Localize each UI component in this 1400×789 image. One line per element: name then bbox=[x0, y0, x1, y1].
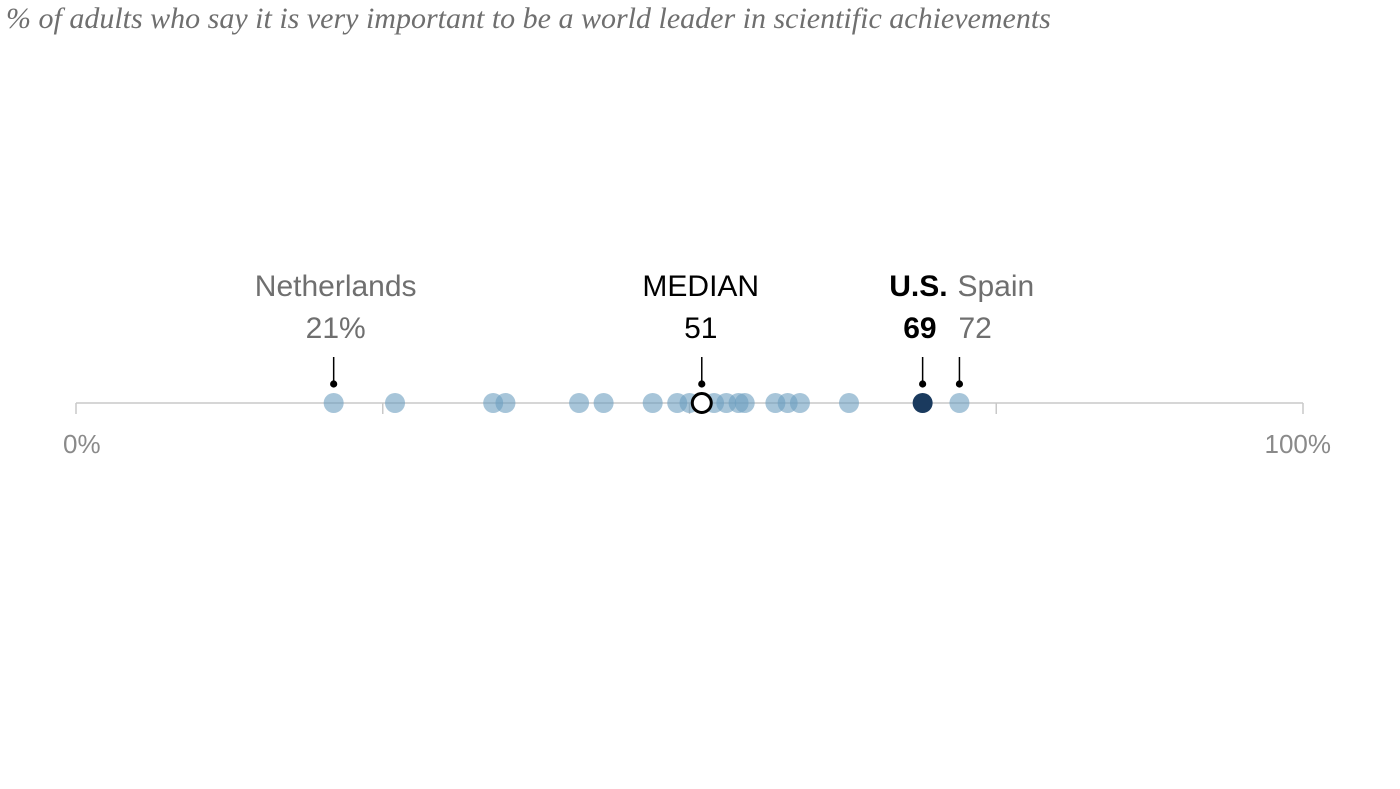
spain-leader-dot bbox=[955, 380, 964, 388]
us-label: U.S. bbox=[889, 270, 947, 303]
median-label: MEDIAN bbox=[642, 270, 759, 303]
country-dot bbox=[385, 393, 406, 413]
dots-layer bbox=[323, 392, 970, 414]
chart-subtitle: % of adults who say it is very important… bbox=[6, 2, 1051, 35]
axis-max-label: 100% bbox=[1265, 429, 1332, 459]
axis-min-label: 0% bbox=[63, 429, 101, 459]
country-dot bbox=[495, 393, 516, 413]
us-dot bbox=[912, 393, 933, 413]
country-dot bbox=[323, 393, 344, 413]
country-dot bbox=[734, 393, 755, 413]
us-leader-dot bbox=[919, 380, 927, 388]
spain-label: Spain bbox=[957, 270, 1034, 303]
country-dot bbox=[642, 393, 663, 413]
spain-value: 72 bbox=[958, 312, 991, 345]
labels-layer: Netherlands 21% MEDIAN 51 U.S. 69 Spain 72 bbox=[255, 270, 1034, 388]
axis-layer: 0% 100% bbox=[63, 402, 1332, 459]
netherlands-value: 21% bbox=[306, 312, 366, 345]
median-value: 51 bbox=[684, 312, 717, 345]
country-dot bbox=[949, 393, 970, 413]
country-dot bbox=[569, 393, 590, 413]
median-leader-dot bbox=[698, 380, 706, 388]
median-marker bbox=[690, 392, 713, 414]
us-value: 69 bbox=[903, 312, 936, 345]
country-dot bbox=[839, 393, 860, 413]
netherlands-label: Netherlands bbox=[255, 270, 417, 303]
country-dot bbox=[789, 393, 810, 413]
netherlands-leader-dot bbox=[330, 380, 338, 388]
country-dot bbox=[593, 393, 614, 413]
